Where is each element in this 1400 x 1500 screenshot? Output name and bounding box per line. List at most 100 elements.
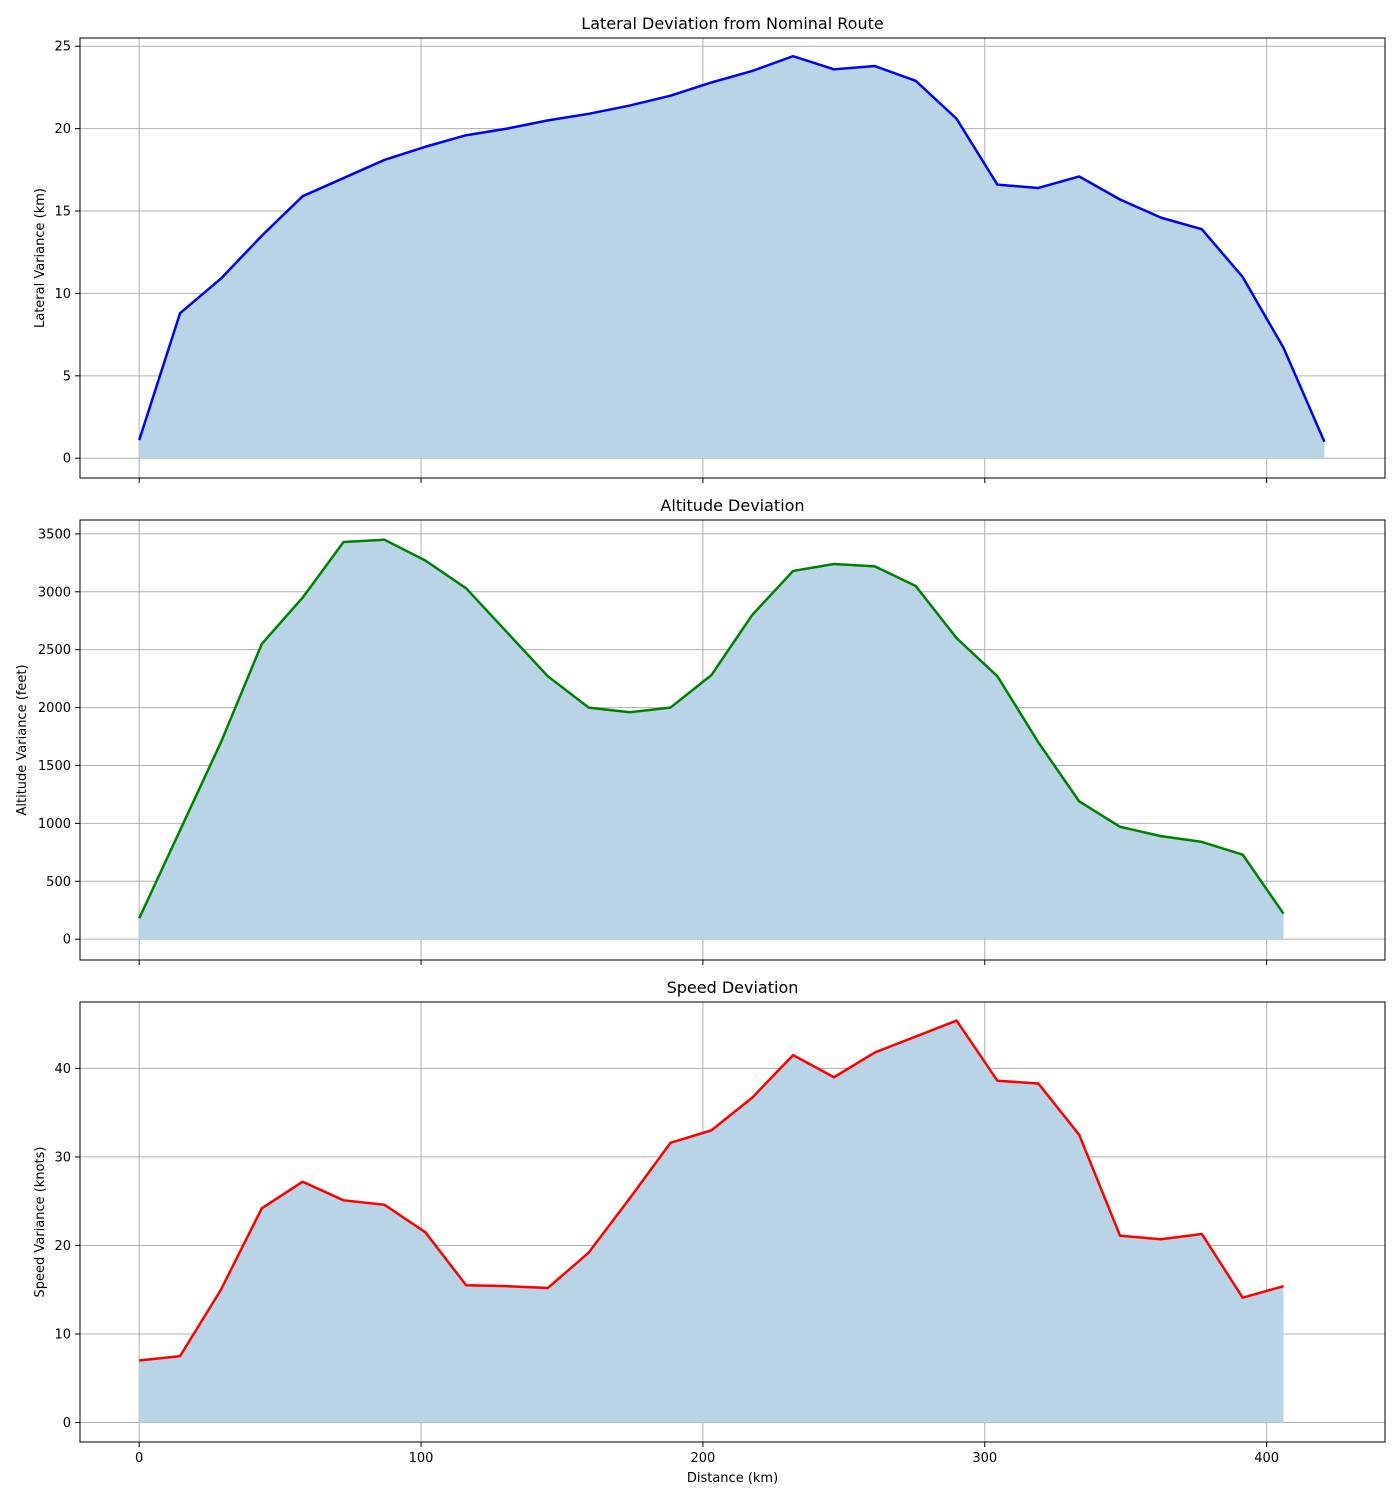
y-tick-label: 10 — [54, 287, 71, 302]
x-tick-label: 0 — [135, 1451, 143, 1466]
y-tick-label: 0 — [63, 1416, 71, 1431]
x-tick-label: 100 — [409, 1451, 434, 1466]
data-point — [1037, 1082, 1040, 1085]
data-point — [1200, 228, 1203, 231]
data-point — [710, 1129, 713, 1132]
data-point — [260, 1207, 263, 1210]
y-tick-label: 1500 — [38, 759, 71, 774]
y-axis-label: Speed Variance (knots) — [33, 1147, 48, 1298]
y-tick-label: 0 — [63, 452, 71, 467]
data-point — [914, 1035, 917, 1038]
data-point — [1159, 835, 1162, 838]
data-point — [955, 637, 958, 640]
data-point — [669, 94, 672, 97]
data-point — [506, 127, 509, 130]
chart-panel-1: 0 5 10 15 20 25 Lateral Deviation from Nominal… — [33, 14, 1386, 483]
data-point — [996, 183, 999, 186]
chart-title: Lateral Deviation from Nominal Route — [581, 14, 883, 33]
data-point — [301, 1180, 304, 1183]
data-point — [1282, 912, 1285, 915]
series-line — [139, 1019, 1284, 1362]
data-point — [1119, 825, 1122, 828]
data-point — [465, 134, 468, 137]
y-tick-label: 3500 — [38, 527, 71, 542]
data-point — [669, 1141, 672, 1144]
data-point — [219, 1288, 222, 1291]
data-point — [587, 706, 590, 709]
chart-panel-3: 0 100 200 300 400 0 10 20 30 40 Speed Deviation Spe… — [33, 978, 1386, 1486]
data-point — [792, 1054, 795, 1057]
series-area-fill — [139, 539, 1284, 940]
data-point — [138, 917, 141, 920]
data-point — [546, 675, 549, 678]
data-point — [1037, 741, 1040, 744]
y-tick-label: 30 — [54, 1150, 71, 1165]
data-point — [873, 65, 876, 68]
data-point — [301, 596, 304, 599]
data-point — [1078, 1133, 1081, 1136]
y-tick-label: 15 — [54, 205, 71, 220]
data-point — [465, 1284, 468, 1287]
data-point — [751, 613, 754, 616]
data-point — [832, 1076, 835, 1079]
y-tick-label: 5 — [63, 369, 71, 384]
data-point — [1078, 800, 1081, 803]
series-line — [138, 538, 1285, 919]
series-area-fill — [139, 1020, 1284, 1423]
data-point — [1200, 1232, 1203, 1235]
chart-title: Speed Deviation — [667, 978, 799, 997]
data-point — [219, 741, 222, 744]
plot-frame — [79, 1001, 1386, 1443]
data-point — [955, 117, 958, 120]
data-point — [546, 1286, 549, 1289]
data-point — [751, 69, 754, 72]
y-tick-label: 2500 — [38, 643, 71, 658]
data-point — [710, 81, 713, 84]
data-point — [751, 1096, 754, 1099]
data-point — [914, 79, 917, 82]
data-point — [1241, 853, 1244, 856]
data-point — [1119, 1234, 1122, 1237]
y-tick-label: 40 — [54, 1062, 71, 1077]
y-axis-label: Lateral Variance (km) — [33, 188, 48, 328]
data-point — [138, 439, 141, 442]
x-tick-label: 300 — [972, 1451, 997, 1466]
data-point — [1323, 440, 1326, 443]
data-point — [792, 569, 795, 572]
data-point — [424, 145, 427, 148]
data-point — [506, 1285, 509, 1288]
y-tick-label: 2000 — [38, 701, 71, 716]
data-point — [792, 55, 795, 58]
y-tick-label: 0 — [63, 933, 71, 948]
y-tick-label: 3000 — [38, 585, 71, 600]
data-point — [996, 675, 999, 678]
data-point — [424, 559, 427, 562]
plot-frame — [79, 519, 1386, 961]
data-point — [138, 1359, 141, 1362]
data-point — [1282, 1285, 1285, 1288]
data-point — [260, 234, 263, 237]
data-point — [628, 711, 631, 714]
y-axis-label: Altitude Variance (feet) — [15, 664, 30, 815]
data-point — [1078, 175, 1081, 178]
x-tick-label: 200 — [690, 1451, 715, 1466]
data-point — [1241, 1296, 1244, 1299]
data-point — [342, 177, 345, 180]
data-point — [1119, 198, 1122, 201]
data-point — [383, 538, 386, 541]
data-point — [179, 1355, 182, 1358]
data-point — [179, 829, 182, 832]
x-tick-label: 400 — [1254, 1451, 1279, 1466]
y-tick-label: 1000 — [38, 817, 71, 832]
data-point — [424, 1231, 427, 1234]
data-point — [383, 158, 386, 161]
y-tick-label: 500 — [46, 875, 71, 890]
data-point — [219, 277, 222, 280]
data-point — [1200, 840, 1203, 843]
data-point — [546, 119, 549, 122]
data-point — [1159, 1238, 1162, 1241]
y-tick-label: 20 — [54, 122, 71, 137]
x-axis-label: Distance (km) — [687, 1471, 778, 1486]
data-point — [955, 1019, 958, 1022]
